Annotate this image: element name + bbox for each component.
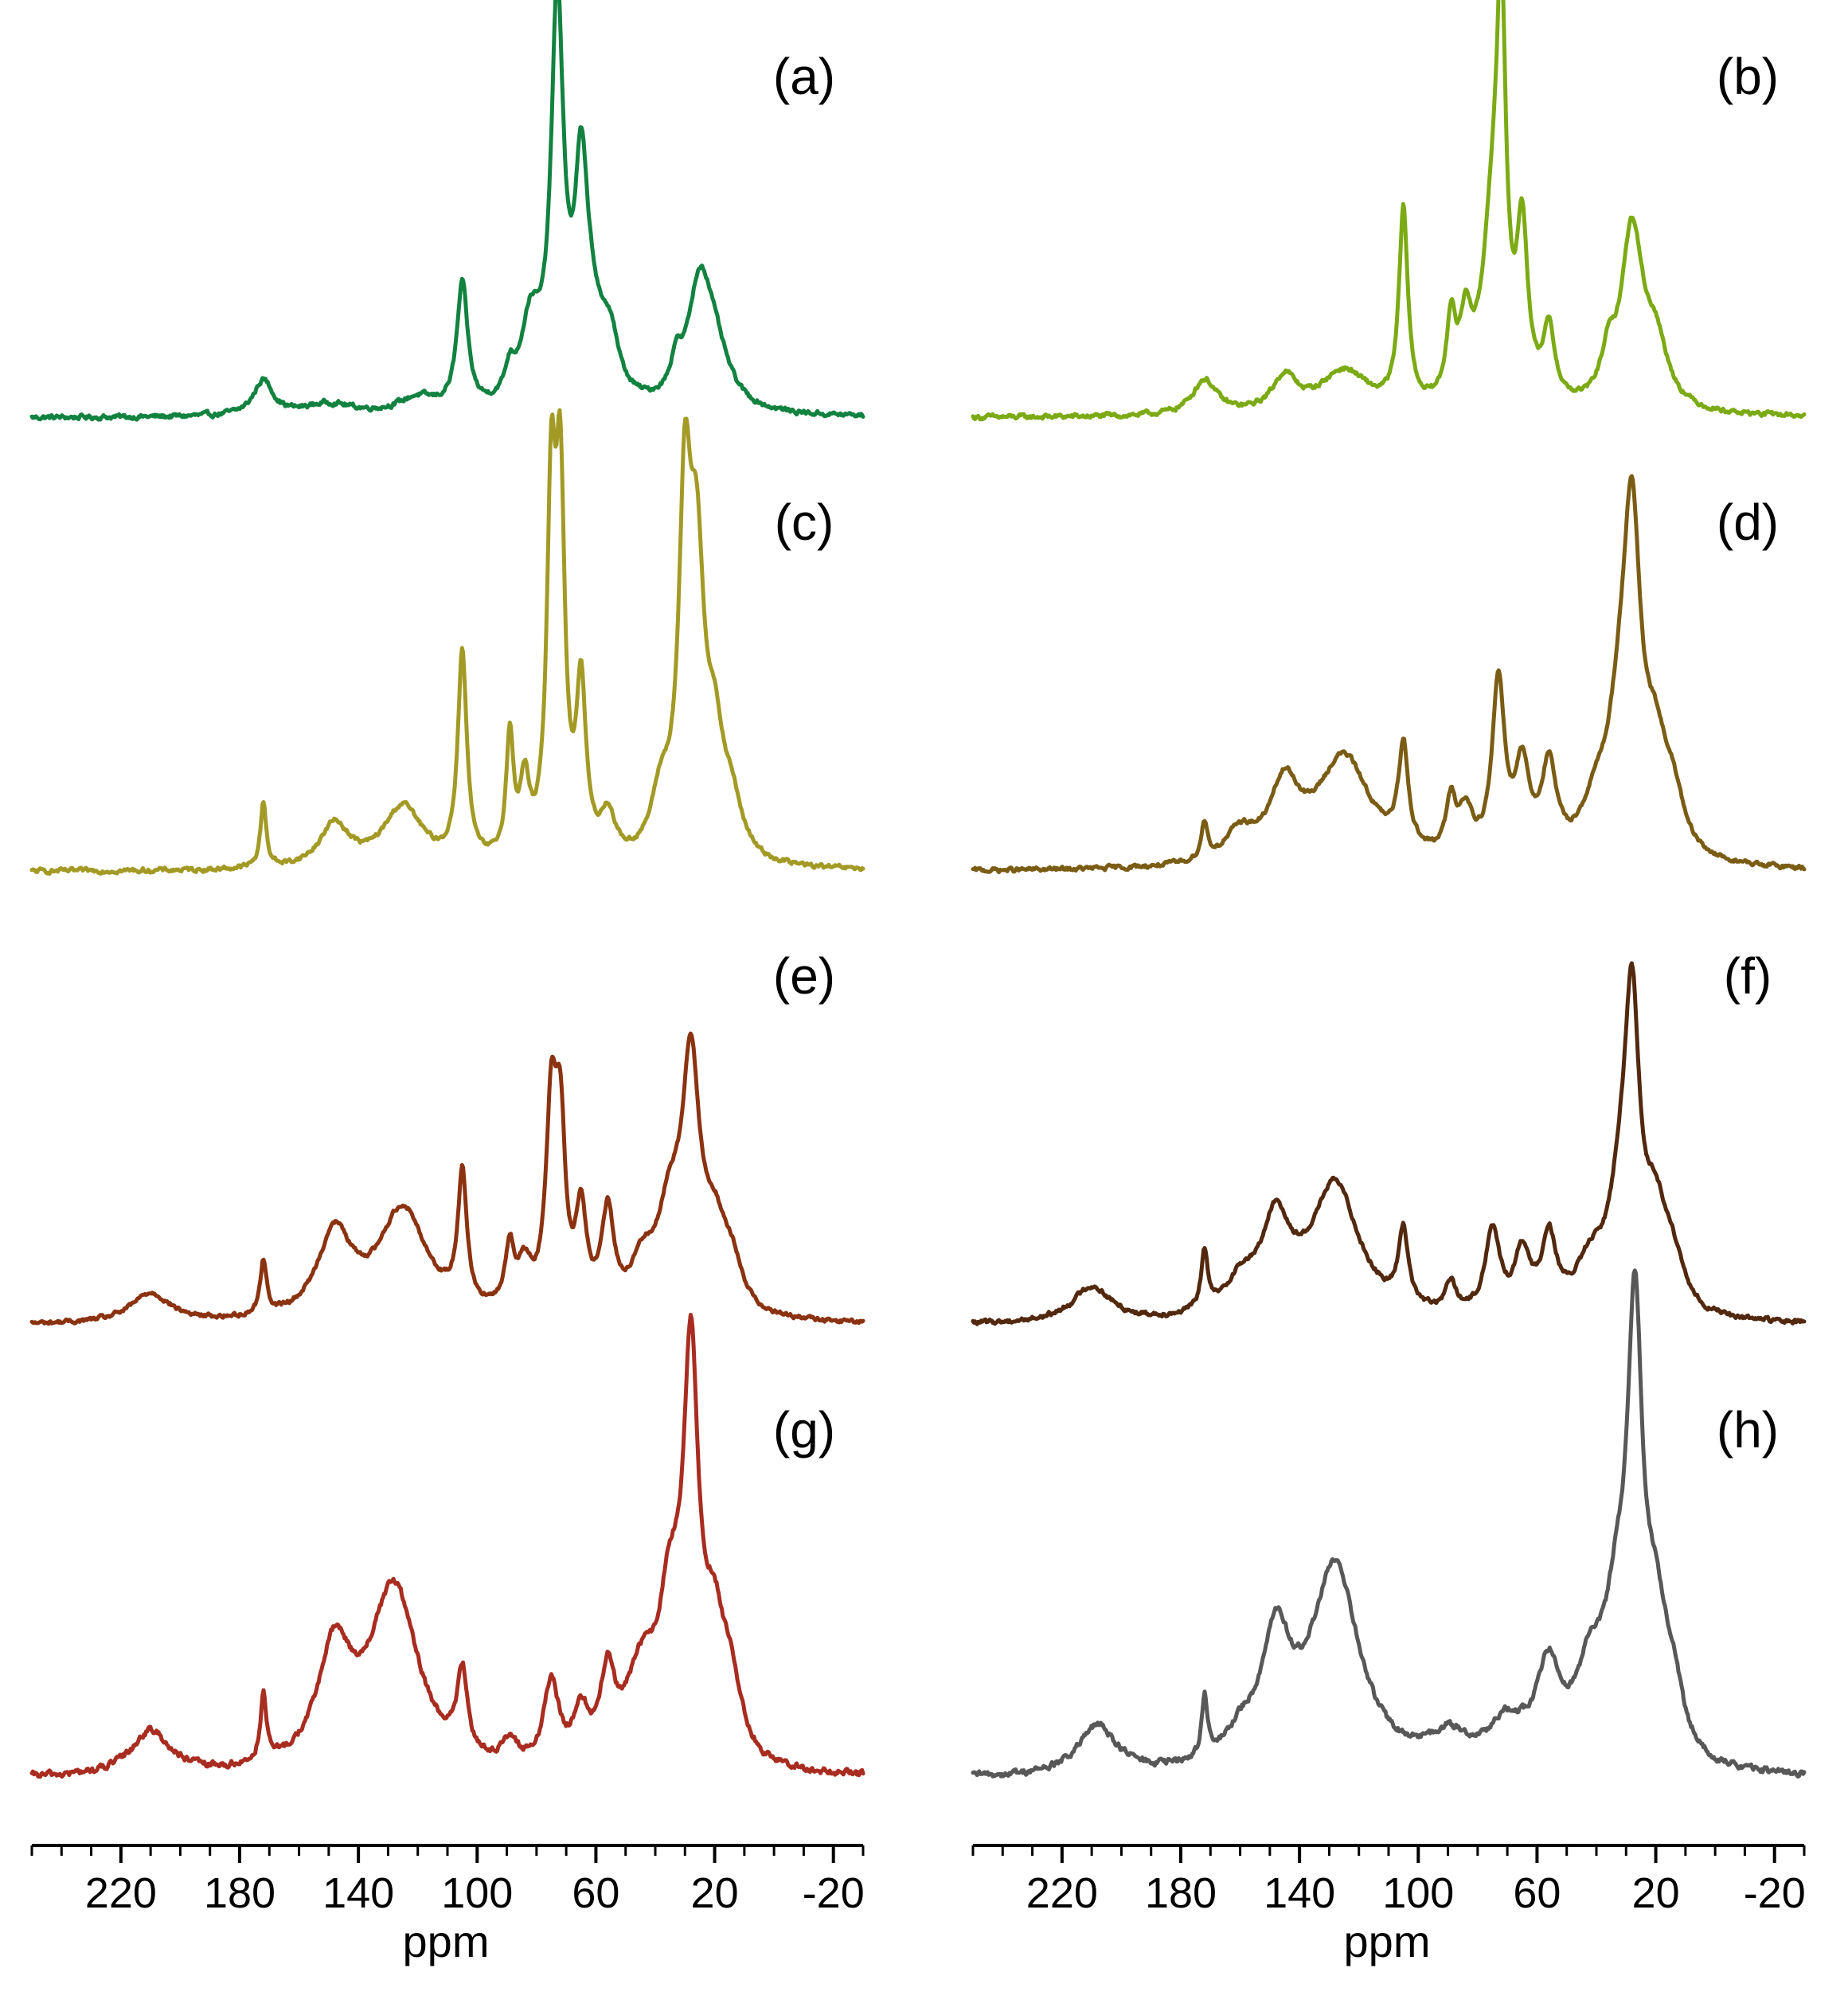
panel-label-d: (d) [1717,494,1779,551]
panel-label-h: (h) [1717,1401,1779,1459]
x-tick-label: -20 [803,1869,865,1917]
x-tick-label: 60 [572,1869,619,1917]
spectrum-line-b [971,0,1807,422]
spectrum-line-h [971,1268,1807,1779]
spectrum-line-e [29,1031,865,1326]
x-tick-label: 180 [204,1869,275,1917]
panel-label-f: (f) [1724,947,1772,1005]
x-axis-left: 220 180 140 100 60 20 -20 ppm [30,1844,865,1966]
x-tick-label: 180 [1145,1869,1217,1917]
spectrum-line-g [29,1313,865,1779]
spectrum-line-a [29,0,865,422]
x-axis-right: 220 180 140 100 60 20 -20 ppm [971,1844,1806,1966]
panel-label-b: (b) [1717,48,1779,105]
x-tick-label: 20 [1632,1869,1680,1917]
panel-label-e: (e) [773,947,835,1005]
panel-label-c: (c) [775,494,834,551]
panel-label-a: (a) [773,48,835,105]
x-tick-label: 60 [1513,1869,1561,1917]
panel-label-g: (g) [773,1401,835,1459]
spectra-layer [29,0,1807,1779]
x-tick-label: 140 [322,1869,394,1917]
spectrum-line-d [971,474,1807,875]
x-tick-label: 100 [1382,1869,1454,1917]
x-axis-title: ppm [403,1916,490,1966]
x-axis-title: ppm [1344,1916,1431,1966]
x-tick-label: 220 [85,1869,157,1917]
x-tick-label: -20 [1744,1869,1806,1917]
x-tick-label: 100 [441,1869,513,1917]
panel-labels-layer: (a) (b) (c) (d) (e) (f) (g) (h) [773,48,1779,1459]
spectrum-line-c [29,408,865,876]
x-tick-label: 220 [1026,1869,1098,1917]
x-tick-label: 140 [1264,1869,1335,1917]
spectrum-line-f [971,961,1807,1326]
x-tick-label: 20 [691,1869,739,1917]
